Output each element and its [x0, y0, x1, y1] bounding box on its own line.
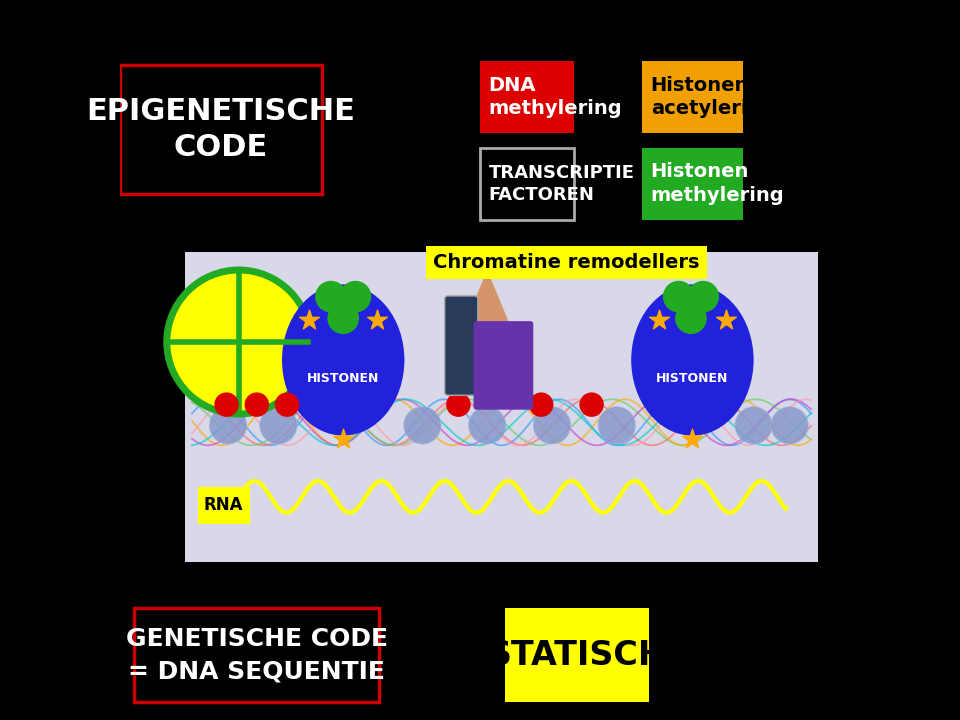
Ellipse shape: [282, 284, 404, 436]
Polygon shape: [460, 270, 515, 335]
Point: [370, 315, 385, 326]
Circle shape: [598, 407, 636, 444]
Text: DNA
methylering: DNA methylering: [489, 76, 622, 119]
FancyBboxPatch shape: [184, 252, 818, 562]
Circle shape: [446, 392, 470, 417]
Text: HISTONEN: HISTONEN: [657, 372, 729, 384]
Text: EPIGENETISCHE
CODE: EPIGENETISCHE CODE: [86, 97, 355, 162]
FancyBboxPatch shape: [444, 296, 478, 395]
Text: HISTONEN: HISTONEN: [307, 372, 379, 384]
Circle shape: [403, 407, 442, 444]
FancyBboxPatch shape: [642, 61, 743, 133]
FancyBboxPatch shape: [134, 608, 379, 702]
Circle shape: [687, 281, 719, 312]
Circle shape: [529, 392, 553, 417]
Ellipse shape: [632, 284, 754, 436]
Circle shape: [315, 281, 347, 312]
Text: RNA: RNA: [204, 497, 243, 514]
Circle shape: [340, 281, 372, 312]
Point: [684, 433, 700, 445]
Circle shape: [771, 407, 808, 444]
Circle shape: [214, 392, 239, 417]
Text: STATISCH: STATISCH: [488, 639, 666, 672]
Circle shape: [245, 392, 269, 417]
Circle shape: [209, 407, 247, 444]
FancyBboxPatch shape: [480, 148, 573, 220]
Circle shape: [534, 407, 570, 444]
Circle shape: [275, 392, 300, 417]
FancyBboxPatch shape: [480, 61, 573, 133]
Circle shape: [468, 407, 506, 444]
Point: [336, 433, 351, 445]
Text: Histonen
methylering: Histonen methylering: [651, 162, 784, 205]
FancyBboxPatch shape: [198, 487, 250, 524]
Text: Histonen
acetylering: Histonen acetylering: [651, 76, 775, 119]
FancyBboxPatch shape: [473, 321, 534, 410]
Circle shape: [167, 270, 311, 414]
Point: [301, 315, 317, 326]
Circle shape: [735, 407, 772, 444]
Circle shape: [259, 407, 298, 444]
Text: TRANSCRIPTIE
FACTOREN: TRANSCRIPTIE FACTOREN: [489, 163, 635, 204]
Point: [718, 315, 733, 326]
Text: Chromatine remodellers: Chromatine remodellers: [433, 253, 700, 272]
Text: GENETISCHE CODE
= DNA SEQUENTIE: GENETISCHE CODE = DNA SEQUENTIE: [126, 627, 388, 683]
Point: [651, 315, 666, 326]
Circle shape: [327, 302, 359, 334]
Circle shape: [580, 392, 604, 417]
FancyBboxPatch shape: [505, 608, 649, 702]
Circle shape: [662, 281, 695, 312]
FancyBboxPatch shape: [120, 65, 322, 194]
Circle shape: [675, 302, 707, 334]
FancyBboxPatch shape: [642, 148, 743, 220]
